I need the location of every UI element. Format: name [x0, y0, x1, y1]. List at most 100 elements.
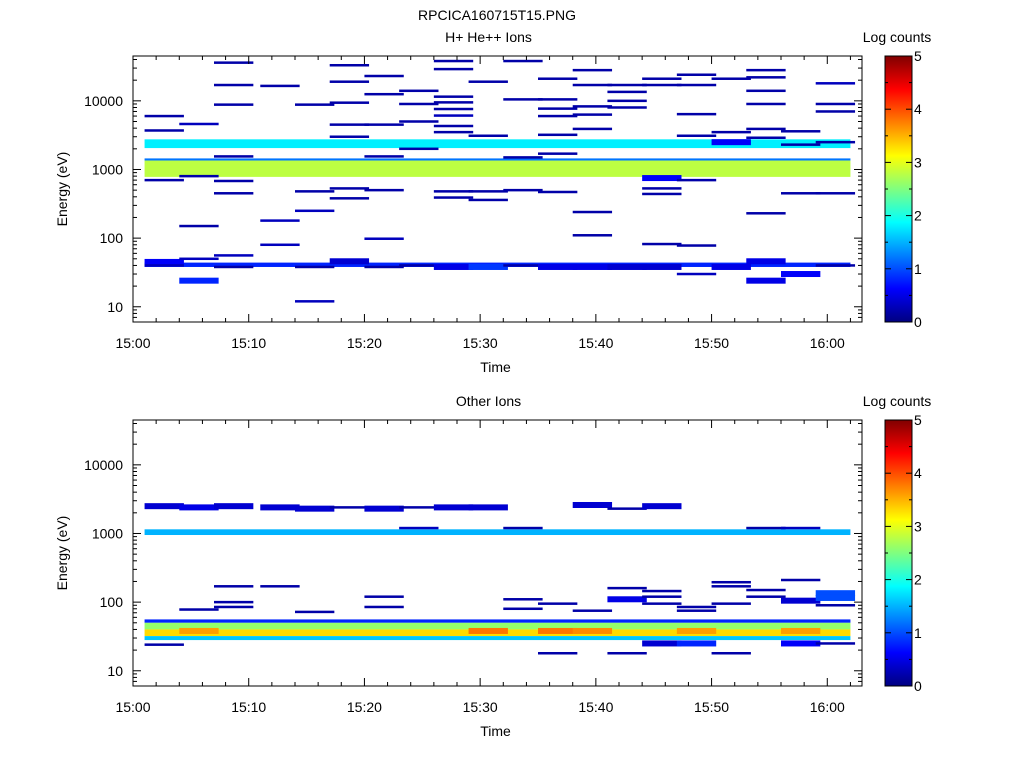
spectrogram-cell-23: [503, 598, 543, 601]
spectrogram-cell-52: [781, 578, 821, 582]
spectrogram-cell-9: [260, 504, 300, 511]
spectrogram-cell-10: [260, 585, 300, 588]
spectrogram-cell-35: [364, 92, 404, 96]
spectrogram-cell-92: [642, 192, 682, 196]
spectrogram-cell-49: [746, 588, 786, 592]
spectrogram-cell-52: [433, 124, 474, 128]
spectrogram-cell-44: [399, 147, 439, 151]
spectrogram-cell-76: [572, 83, 613, 87]
spectrogram-cell-73: [538, 190, 578, 194]
spectrogram-cell-88: [642, 77, 682, 80]
x-tick-label: 15:50: [694, 335, 729, 351]
spectrogram-cell-14: [364, 505, 404, 512]
spectrogram-cell-78: [572, 113, 613, 116]
spectrogram-cell-100: [676, 244, 717, 247]
spectrogram-cell-46: [433, 59, 474, 63]
spectrogram-cell-12: [214, 103, 254, 106]
spectrogram-cell-22: [503, 526, 543, 530]
spectrogram-cell-55: [781, 640, 821, 647]
spectrogram-cell-44: [711, 580, 751, 584]
spectrogram-cell-118: [781, 271, 821, 278]
spectrogram-cell-53: [433, 130, 474, 134]
spectrogram-cell-104: [711, 139, 751, 146]
spectrogram-cell-26: [329, 63, 370, 67]
spectrogram-cell-81: [572, 234, 613, 237]
spectrogram-cell-14: [214, 179, 254, 183]
spectrogram-cell-93: [642, 242, 682, 246]
colorbar: [884, 419, 913, 687]
colorbar-tick-label: 3: [914, 154, 922, 170]
colorbar-tick-label: 0: [914, 678, 922, 694]
spectrogram-cell-67: [538, 77, 578, 80]
spectrogram-cell-58: [468, 134, 508, 138]
colorbar: [884, 55, 913, 323]
spectrogram-cell-27: [538, 627, 578, 634]
spectrogram-cell-32: [329, 197, 370, 200]
spectrogram-cell-63: [503, 98, 543, 101]
colorbar-tick-label: 1: [914, 261, 922, 277]
spectrogram-cell-20: [468, 504, 508, 511]
panel-title: Other Ions: [456, 393, 521, 409]
spectrogram-cell-33: [607, 596, 647, 603]
spectrogram-cell-19: [433, 504, 474, 511]
spectrogram-cell-49: [433, 101, 474, 104]
y-tick-label: 100: [100, 594, 124, 610]
spectrogram-cell-17: [214, 254, 254, 257]
spectrogram-band-1: [144, 158, 851, 161]
spectrogram-cell-55: [433, 196, 474, 199]
spectrogram-cell-29: [329, 123, 370, 126]
spectrogram-cell-8: [179, 277, 219, 284]
spectrogram-cell-71: [538, 133, 578, 137]
spectrogram-cell-48: [746, 526, 786, 530]
spectrogram-cell-6: [179, 174, 219, 178]
x-tick-label: 15:20: [347, 335, 382, 351]
spectrogram-cell-96: [676, 83, 717, 87]
spectrogram-cell-35: [642, 503, 682, 510]
spectrogram-cell-95: [676, 73, 717, 76]
spectrogram-cell-74: [538, 263, 578, 270]
spectrogram-cell-97: [676, 112, 717, 116]
x-tick-label: 15:40: [578, 699, 613, 715]
spectrogram-cell-28: [572, 501, 613, 508]
y-tick-label: 1000: [92, 161, 123, 177]
spectrogram-cell-68: [538, 98, 578, 101]
spectrogram-cell-40: [364, 265, 404, 269]
spectrogram-cell-57: [815, 594, 856, 601]
colorbar-tick-label: 2: [914, 208, 922, 224]
spectrogram-cell-7: [214, 600, 254, 604]
spectrogram-cell-41: [676, 609, 717, 612]
spectrogram-cell-4: [179, 627, 219, 634]
spectrogram-cell-15: [214, 192, 254, 195]
spectrogram-cell-38: [364, 188, 404, 192]
spectrogram-cell-62: [503, 59, 543, 63]
spectrogram-cell-50: [746, 595, 786, 598]
x-tick-label: 15:40: [578, 335, 613, 351]
spectrogram-cell-42: [676, 627, 717, 634]
spectrogram-cell-106: [746, 68, 786, 72]
spectrogram-cell-25: [295, 265, 335, 269]
spectrogram-cell-60: [468, 198, 508, 202]
y-tick-label: 100: [100, 230, 124, 246]
spectrogram-cell-51: [433, 114, 474, 117]
spectrogram-cell-0: [144, 503, 184, 510]
spectrogram-cell-61: [468, 263, 508, 270]
spectrogram-cell-102: [711, 77, 751, 80]
x-tick-label: 15:30: [463, 335, 498, 351]
spectrogram-cell-75: [572, 68, 613, 72]
spectrogram-cell-64: [503, 156, 543, 159]
spectrogram-cell-113: [746, 277, 786, 284]
spectrogram-cell-31: [329, 187, 370, 190]
spectrogram-cell-13: [329, 506, 370, 509]
x-tick-label: 16:00: [810, 699, 845, 715]
spectrogram-cell-59: [815, 642, 856, 645]
spectrogram-cell-117: [781, 192, 821, 195]
spectrogram-cell-1: [144, 643, 184, 646]
spectrogram-cell-10: [214, 61, 254, 64]
y-axis-label: Energy (eV): [54, 516, 70, 591]
spectrogram-cell-38: [642, 602, 682, 605]
spectrogram-cell-30: [329, 135, 370, 138]
spectrogram-cell-23: [295, 209, 335, 213]
spectrogram-cell-107: [746, 76, 786, 79]
plot-area: [133, 420, 862, 686]
spectrogram-cell-22: [295, 190, 335, 193]
